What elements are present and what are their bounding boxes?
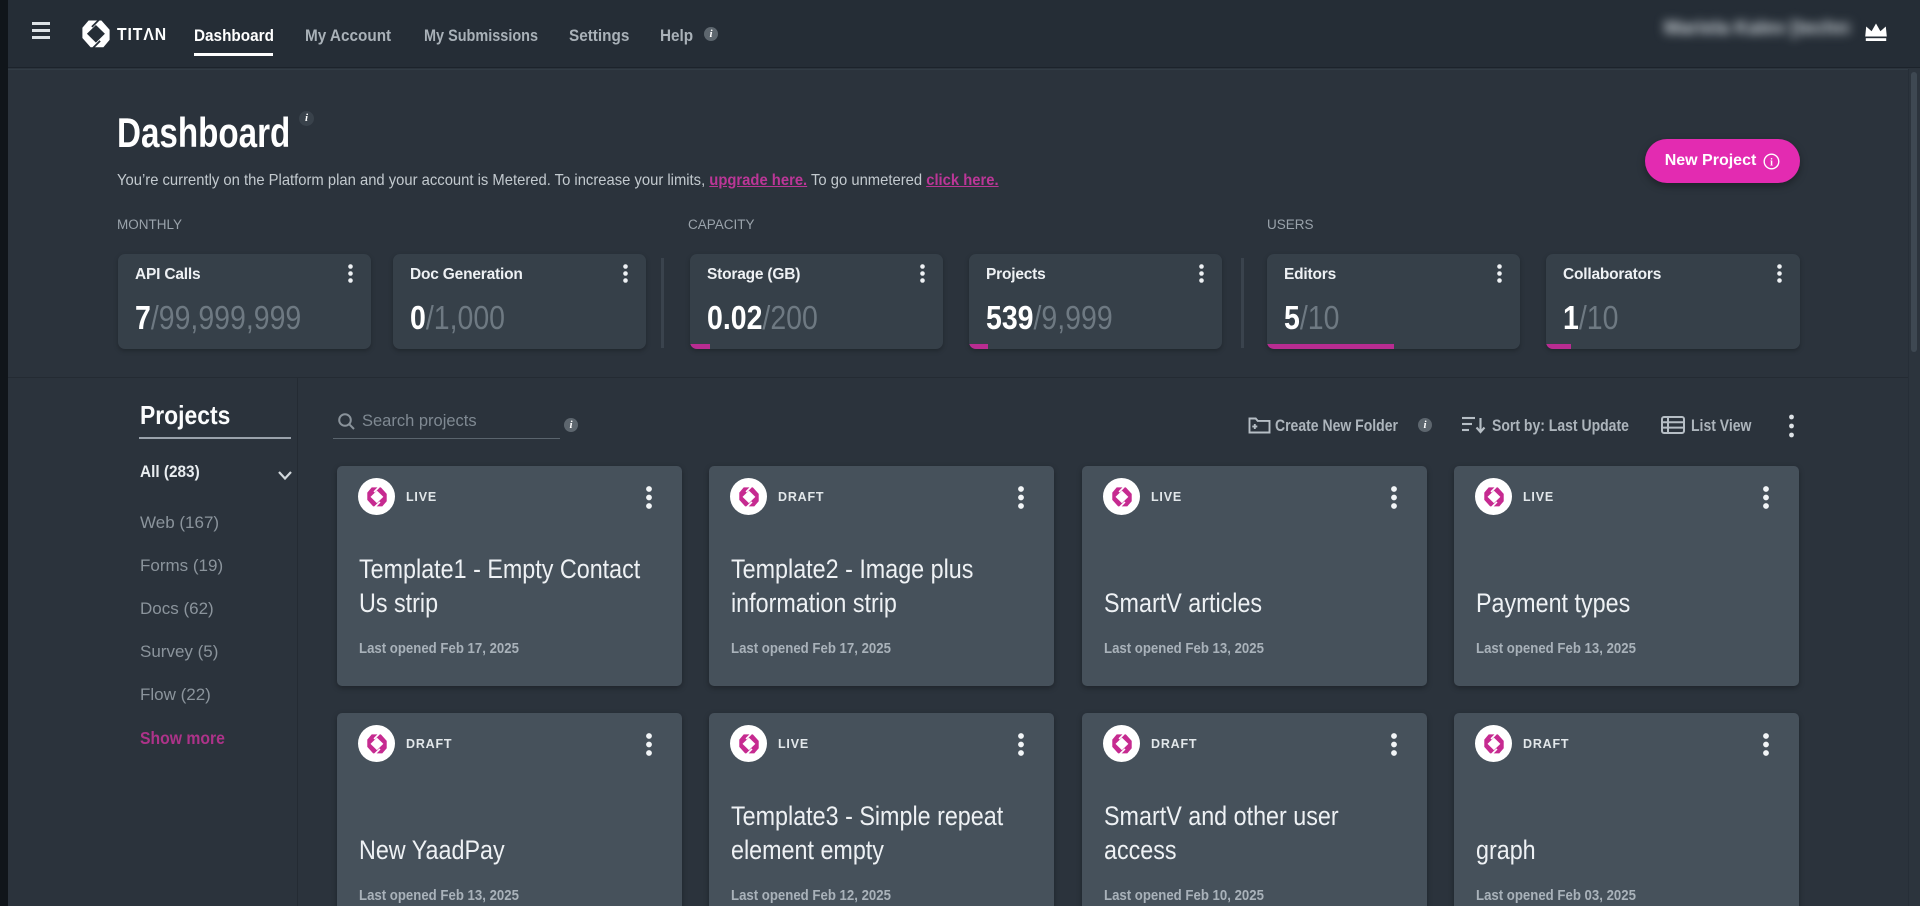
svg-text:i: i	[1770, 157, 1773, 168]
